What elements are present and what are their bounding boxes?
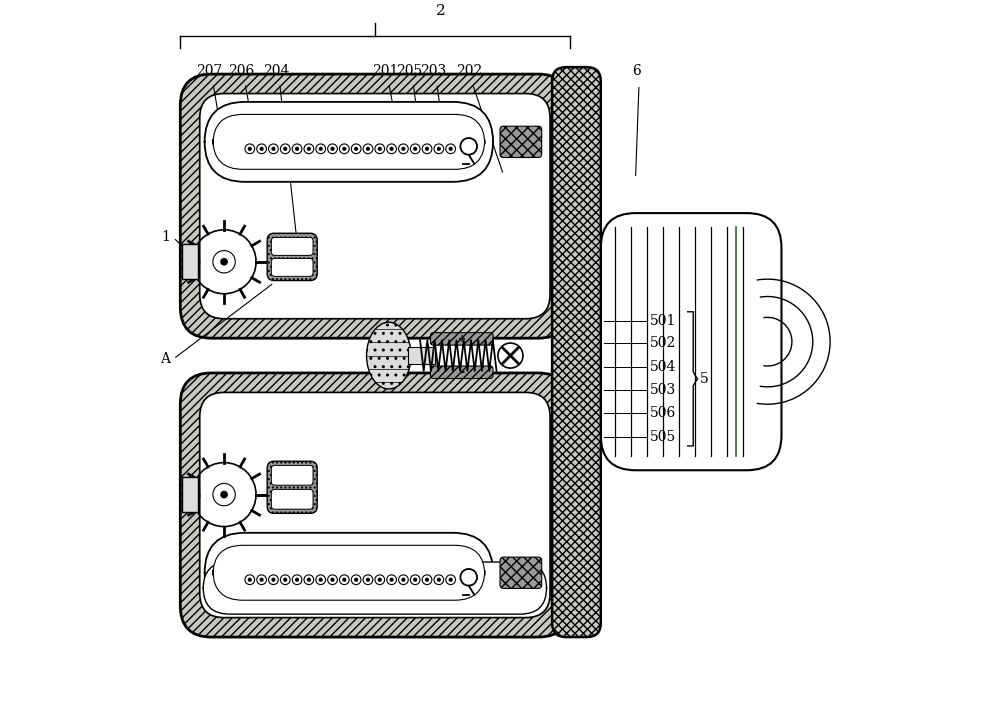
FancyBboxPatch shape [601,213,781,470]
Circle shape [437,578,441,582]
Text: 5: 5 [700,372,709,386]
Circle shape [271,147,276,151]
FancyBboxPatch shape [267,233,317,280]
Circle shape [389,147,394,151]
Text: -: - [459,366,464,379]
FancyBboxPatch shape [203,562,547,614]
Circle shape [295,147,299,151]
Bar [408,347,435,364]
Text: 2: 2 [436,4,446,18]
Text: 505: 505 [649,430,676,444]
Text: 201: 201 [372,64,399,78]
FancyBboxPatch shape [180,373,570,637]
Circle shape [449,578,453,582]
Text: 501: 501 [649,314,676,328]
Circle shape [248,578,252,582]
Text: 206: 206 [228,64,255,78]
Text: +: + [458,334,466,344]
Circle shape [354,578,358,582]
Ellipse shape [367,322,411,389]
Circle shape [283,147,287,151]
FancyBboxPatch shape [205,533,493,613]
FancyBboxPatch shape [271,259,313,276]
Circle shape [220,491,228,498]
Circle shape [319,578,323,582]
FancyBboxPatch shape [200,93,550,319]
FancyBboxPatch shape [500,126,542,158]
Circle shape [342,578,346,582]
Circle shape [378,147,382,151]
Circle shape [342,147,346,151]
FancyBboxPatch shape [205,102,493,182]
Text: A: A [160,352,170,366]
FancyBboxPatch shape [271,238,313,255]
Circle shape [307,578,311,582]
FancyBboxPatch shape [200,393,550,618]
Circle shape [437,147,441,151]
Circle shape [220,258,228,266]
FancyBboxPatch shape [213,114,485,170]
Text: 204: 204 [263,64,289,78]
FancyBboxPatch shape [267,461,317,513]
Text: 503: 503 [649,383,676,397]
Circle shape [413,147,417,151]
Circle shape [425,147,429,151]
FancyBboxPatch shape [552,67,601,637]
Circle shape [378,578,382,582]
Circle shape [366,147,370,151]
Circle shape [354,147,358,151]
FancyBboxPatch shape [213,545,485,600]
FancyBboxPatch shape [271,465,313,485]
Circle shape [401,578,405,582]
Circle shape [319,147,323,151]
Text: 207: 207 [196,64,223,78]
Text: 504: 504 [649,360,676,374]
Circle shape [260,578,264,582]
Text: 506: 506 [649,407,676,421]
Text: 1: 1 [161,231,170,245]
FancyBboxPatch shape [430,366,493,379]
Circle shape [260,147,264,151]
FancyBboxPatch shape [180,74,570,338]
FancyBboxPatch shape [430,333,493,345]
Bar [182,245,198,279]
Text: 203: 203 [420,64,446,78]
Text: 502: 502 [649,336,676,350]
Circle shape [389,578,394,582]
Circle shape [248,147,252,151]
Circle shape [425,578,429,582]
FancyBboxPatch shape [271,489,313,509]
Circle shape [401,147,405,151]
Circle shape [330,578,335,582]
Text: 202: 202 [456,64,482,78]
Bar [182,477,198,512]
Circle shape [330,147,335,151]
Circle shape [307,147,311,151]
Circle shape [449,147,453,151]
Text: 205: 205 [397,64,423,78]
Circle shape [366,578,370,582]
Circle shape [295,578,299,582]
Circle shape [271,578,276,582]
Text: 6: 6 [632,64,641,78]
FancyBboxPatch shape [500,557,542,588]
Circle shape [413,578,417,582]
Circle shape [283,578,287,582]
